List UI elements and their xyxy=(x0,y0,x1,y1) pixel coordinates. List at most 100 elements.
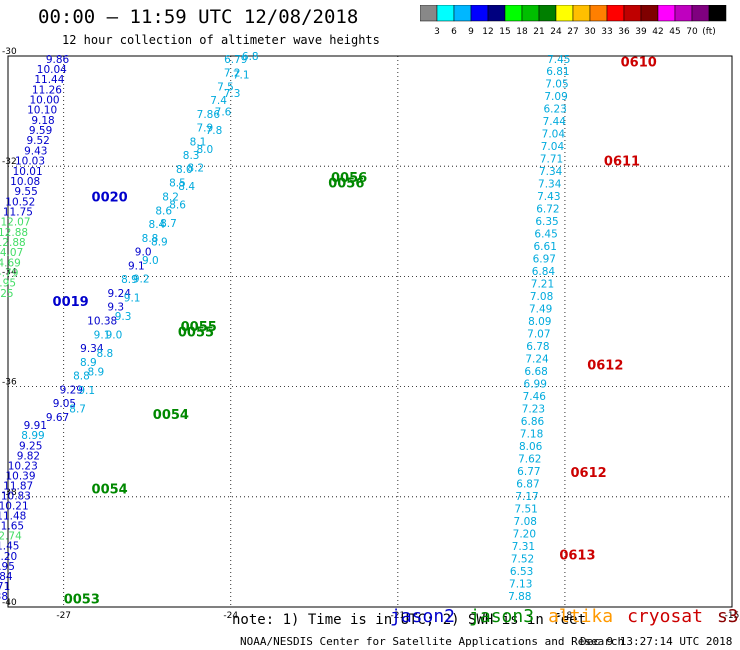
swh-value-label: 11.95 xyxy=(0,561,15,573)
color-scale-label: 33 xyxy=(601,27,612,37)
y-tick-label: -38 xyxy=(2,488,17,498)
swh-value-label: 12.88 xyxy=(0,227,28,239)
swh-value-label: 10.38 xyxy=(87,315,117,327)
swh-value-label: 10.21 xyxy=(0,501,29,513)
swh-value-label: 10.03 xyxy=(15,156,45,168)
swh-value-label: 8.2 xyxy=(162,192,179,204)
swh-value-label: 11.65 xyxy=(0,521,24,533)
swh-value-label: 7.6 xyxy=(215,107,232,119)
color-scale-label: 42 xyxy=(652,27,663,37)
swh-value-label: 9.1 xyxy=(128,260,145,272)
swh-value-label: 8.99 xyxy=(21,430,44,442)
satellite-legend-jason3: jason3 xyxy=(469,606,535,627)
swh-value-label: 15.25 xyxy=(0,288,14,300)
swh-value-label: 7.86 xyxy=(197,109,221,121)
swh-value-label: 6.84 xyxy=(532,266,556,278)
swh-value-label: 10.00 xyxy=(30,94,60,106)
x-tick-label: -21 xyxy=(390,611,405,621)
swh-value-label: 9.1 xyxy=(78,385,95,397)
color-scale-label: 15 xyxy=(499,27,510,37)
swh-value-label: 7.09 xyxy=(544,91,567,103)
swh-value-label: 6.61 xyxy=(534,241,557,253)
color-scale-label: 24 xyxy=(550,27,562,37)
swh-value-label: 9.91 xyxy=(24,420,47,432)
satellite-legend-altika: altika xyxy=(548,606,614,627)
swh-value-label: 8.9 xyxy=(151,237,168,249)
swh-value-label: 6.45 xyxy=(534,229,557,241)
swh-value-label: 7.23 xyxy=(522,404,545,416)
swh-value-label: 8.1 xyxy=(190,136,207,148)
swh-value-label: 7.4 xyxy=(210,95,227,107)
color-swatch xyxy=(708,5,727,22)
swh-value-label: 14.69 xyxy=(0,257,21,269)
swh-value-label: 9.1 xyxy=(124,292,141,304)
swh-value-label: 10.04 xyxy=(37,64,67,76)
swh-value-label: 7.04 xyxy=(542,129,566,141)
swh-value-label: 7.17 xyxy=(515,491,538,503)
swh-value-label: 7.88 xyxy=(508,591,531,603)
swh-value-label: 6.53 xyxy=(510,566,533,578)
swh-value-label: 7.49 xyxy=(529,304,552,316)
swh-value-label: 7.31 xyxy=(512,541,535,553)
y-tick-label: -30 xyxy=(2,47,17,57)
swh-value-label: 8.06 xyxy=(519,441,543,453)
swh-value-label: 8.8 xyxy=(97,348,114,360)
satellite-legend-s3a: s3a xyxy=(716,606,740,627)
pass-time-label: 0054 xyxy=(92,483,128,498)
pass-time-label: 0612 xyxy=(570,466,606,481)
satellite-legend: jason2 jason3 altika cryosat s3a xyxy=(390,606,740,627)
swh-value-label: 7.04 xyxy=(541,141,565,153)
pass-time-label: 0056 xyxy=(328,177,364,192)
swh-value-label: 7.21 xyxy=(531,279,554,291)
swh-value-label: 9.3 xyxy=(115,311,132,323)
swh-value-label: 7.43 xyxy=(537,191,560,203)
pass-time-label: 0054 xyxy=(153,408,189,423)
color-scale-label: 6 xyxy=(451,27,457,37)
swh-value-label: 6.87 xyxy=(516,479,539,491)
color-scale-label: 12 xyxy=(482,27,493,37)
satellite-legend-jason2: jason2 xyxy=(390,606,456,627)
color-scale-label: 70 xyxy=(686,27,698,37)
swh-value-label: 7.5 xyxy=(217,81,234,93)
pass-time-label: 0611 xyxy=(604,155,640,170)
swh-value-label: 11.87 xyxy=(3,480,33,492)
swh-value-label: 9.0 xyxy=(135,247,152,259)
swh-value-label: 8.8 xyxy=(142,233,159,245)
x-tick-label: -15 xyxy=(725,611,740,621)
swh-value-label: 7.34 xyxy=(538,179,562,191)
swh-value-label: 7.52 xyxy=(511,553,534,565)
swh-value-label: 7.71 xyxy=(540,154,563,166)
satellite-legend-cryosat: cryosat xyxy=(627,606,703,627)
swh-value-label: 6.72 xyxy=(536,204,559,216)
swh-value-label: 10.08 xyxy=(10,176,40,188)
swh-value-label: 6.77 xyxy=(517,466,540,478)
swh-value-label: 9.0 xyxy=(106,329,123,341)
swh-value-label: 7.13 xyxy=(509,578,532,590)
swh-value-label: 7.62 xyxy=(518,454,541,466)
swh-value-label: 9.43 xyxy=(24,145,47,157)
swh-value-label: 10.71 xyxy=(0,581,10,593)
swh-value-label: 7.2 xyxy=(224,68,241,80)
swh-value-label: 9.24 xyxy=(108,288,132,300)
swh-value-label: 12.74 xyxy=(0,531,22,543)
pass-time-label: 0610 xyxy=(621,56,657,71)
swh-value-label: 8.09 xyxy=(528,316,551,328)
swh-value-label: 7.18 xyxy=(520,429,543,441)
swh-value-label: 9.05 xyxy=(53,398,76,410)
swh-value-label: 8.6 xyxy=(155,205,172,217)
color-scale-label: 9 xyxy=(468,27,474,37)
swh-value-label: 6.78 xyxy=(526,341,549,353)
chart-title: 00:00 – 11:59 UTC 12/08/2018 xyxy=(38,6,359,28)
swh-value-label: 10.23 xyxy=(8,460,38,472)
swh-value-label: 14.95 xyxy=(0,278,16,290)
swh-value-label: 11.48 xyxy=(0,511,26,523)
footer-note: note: 1) Time is in UTC; 2) SWH is in fe… xyxy=(232,612,587,628)
swh-value-label: 9.55 xyxy=(14,186,37,198)
x-tick-label: -27 xyxy=(56,611,71,621)
swh-value-label: 10.01 xyxy=(13,166,43,178)
swh-value-label: 7.08 xyxy=(514,516,537,528)
swh-value-label: 10.10 xyxy=(27,105,57,117)
pass-time-label: 0055 xyxy=(181,320,217,335)
swh-value-label: 7.8 xyxy=(206,125,223,137)
